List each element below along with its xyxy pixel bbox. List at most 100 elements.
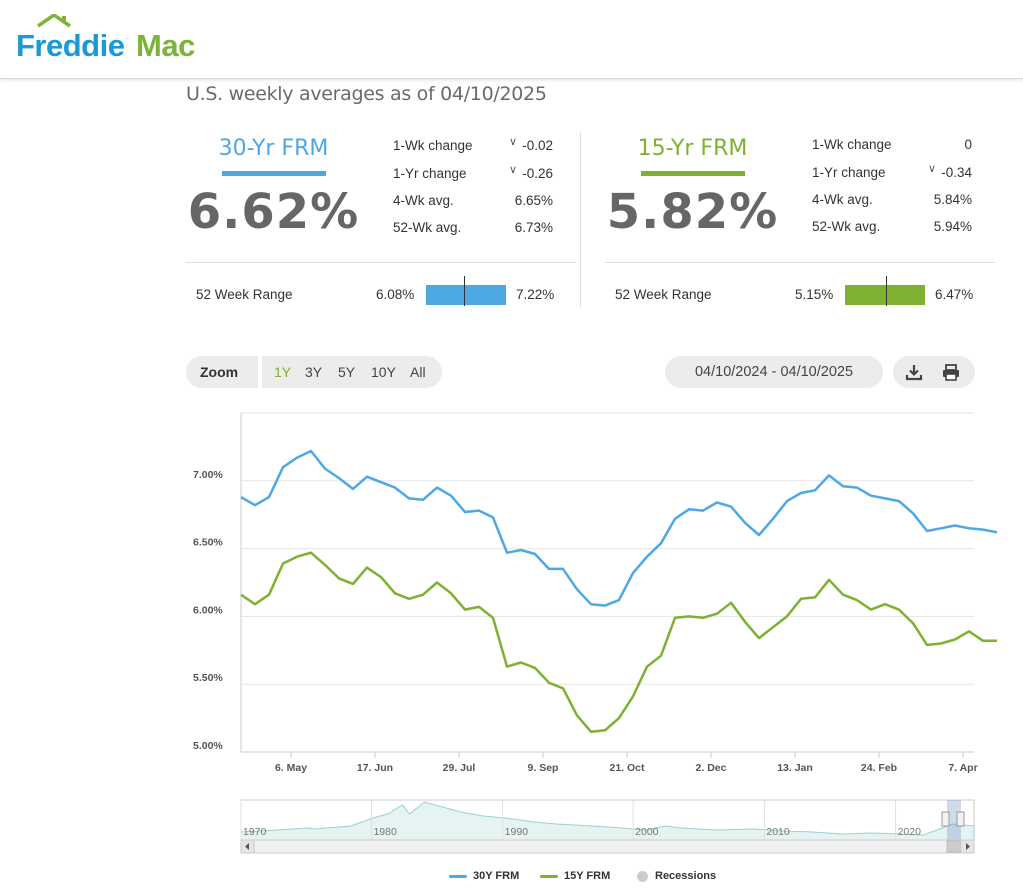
rate-title: 30-Yr FRM [218, 136, 329, 161]
date-range-display[interactable]: 04/10/2024 - 04/10/2025 [665, 356, 883, 388]
x-tick-label: 21. Oct [609, 762, 645, 774]
chevron-left-icon [245, 843, 249, 850]
stat-label: 1-Yr change [812, 165, 886, 180]
stat-value: -0.34 [941, 165, 972, 180]
navigator-year-label: 1970 [243, 826, 267, 838]
zoom-10y-button[interactable]: 10Y [371, 364, 396, 380]
stat-row-1yr: 1-Yr change ∨ -0.34 [812, 163, 972, 185]
chart-navigator[interactable]: 1970 1980 1990 2000 2010 2020 [240, 799, 975, 854]
range-bar [426, 276, 506, 306]
x-axis-ticks: 6. May 17. Jun 29. Jul 9. Sep 21. Oct 2. Dec 1… [275, 752, 978, 774]
legend-label: Recessions [655, 870, 717, 882]
series-30y [240, 449, 998, 607]
rate-title: 15-Yr FRM [637, 136, 748, 161]
chevron-down-icon: ∨ [508, 164, 517, 176]
x-tick-label: 24. Feb [861, 762, 897, 774]
zoom-3y-button[interactable]: 3Y [305, 364, 323, 380]
navigator-handle-right [956, 811, 965, 827]
rate-underline [222, 171, 326, 176]
x-tick-label: 2. Dec [696, 762, 727, 774]
zoom-separator [258, 356, 262, 388]
chevron-right-icon [966, 843, 970, 850]
stat-label: 1-Wk change [393, 138, 473, 153]
rate-value: 5.82% [606, 184, 779, 240]
divider [605, 262, 995, 263]
download-icon[interactable] [905, 363, 923, 381]
rate-underline [641, 171, 745, 176]
y-tick-label: 6.00% [193, 604, 223, 616]
zoom-1y-button[interactable]: 1Y [274, 364, 292, 380]
stat-value: 6.73% [514, 220, 553, 235]
series-15y [240, 551, 998, 733]
stat-row-52wk: 52-Wk avg. 6.73% [393, 220, 553, 240]
series-line [240, 551, 997, 733]
y-tick-label: 5.50% [193, 672, 223, 684]
stat-row-4wk: 4-Wk avg. 5.84% [812, 192, 972, 212]
stat-value: 5.84% [933, 192, 972, 207]
stat-row-1wk: 1-Wk change 0 [812, 137, 972, 157]
stat-label: 1-Wk change [812, 137, 892, 152]
navigator-year-label: 1990 [505, 826, 529, 838]
page-subtitle: U.S. weekly averages as of 04/10/2025 [186, 83, 547, 105]
navigator-year-label: 2000 [635, 826, 659, 838]
x-tick-label: 7. Apr [948, 762, 977, 774]
rate-value: 6.62% [187, 184, 360, 240]
stat-label: 4-Wk avg. [812, 192, 873, 207]
site-header: Freddie Mac [0, 0, 1023, 79]
chevron-down-icon: ∨ [508, 136, 517, 148]
stat-row-52wk: 52-Wk avg. 5.94% [812, 219, 972, 239]
y-tick-label: 6.50% [193, 537, 223, 549]
print-icon[interactable] [942, 363, 960, 381]
legend-label: 15Y FRM [564, 870, 611, 882]
range-low: 6.08% [376, 287, 415, 302]
week-range-row: 52 Week Range 6.08% 7.22% [196, 276, 556, 307]
y-tick-label: 7.00% [193, 469, 223, 481]
stat-value: 0 [964, 137, 972, 152]
chevron-down-icon: ∨ [927, 163, 936, 175]
stat-value: 6.65% [514, 193, 553, 208]
range-label: 52 Week Range [196, 287, 293, 302]
y-axis-ticks: 5.00% 5.50% 6.00% 6.50% 7.00% [193, 469, 223, 752]
zoom-5y-button[interactable]: 5Y [338, 364, 356, 380]
scroll-thumb [946, 840, 962, 853]
chart-series [240, 449, 998, 733]
navigator-year-label: 2020 [898, 826, 922, 838]
rate-panel-30yr: 30-Yr FRM 6.62% 1-Wk change ∨ -0.02 1-Yr… [186, 132, 576, 312]
navigator-area [240, 801, 975, 841]
navigator-handle-left [941, 811, 950, 827]
range-high: 6.47% [935, 287, 974, 302]
stat-label: 52-Wk avg. [393, 220, 462, 235]
stat-label: 52-Wk avg. [812, 219, 881, 234]
range-bar [845, 276, 925, 306]
x-tick-label: 29. Jul [443, 762, 476, 774]
stat-value: -0.26 [522, 166, 553, 181]
legend-swatch [540, 875, 558, 878]
chart-tools [893, 356, 975, 388]
navigator-scrollbar [240, 839, 975, 854]
legend-dot [637, 871, 648, 882]
x-tick-label: 13. Jan [777, 762, 813, 774]
x-tick-label: 9. Sep [528, 762, 559, 774]
zoom-all-button[interactable]: All [410, 364, 426, 380]
y-tick-label: 5.00% [193, 740, 223, 752]
range-current-marker [885, 276, 887, 306]
stat-row-4wk: 4-Wk avg. 6.65% [393, 193, 553, 213]
legend-swatch [449, 875, 467, 878]
zoom-label: Zoom [200, 364, 239, 380]
legend-label: 30Y FRM [473, 870, 520, 882]
stat-label: 1-Yr change [393, 166, 467, 181]
rate-panel-15yr: 15-Yr FRM 5.82% 1-Wk change 0 1-Yr chang… [605, 132, 995, 312]
logo-text-freddie: Freddie [16, 28, 125, 63]
stat-value: -0.02 [522, 138, 553, 153]
panel-divider [580, 132, 581, 307]
freddie-mac-logo[interactable]: Freddie Mac [16, 14, 216, 64]
navigator-selection [947, 800, 961, 840]
range-current-marker [463, 276, 465, 306]
range-high: 7.22% [516, 287, 555, 302]
stat-label: 4-Wk avg. [393, 193, 454, 208]
stat-row-1wk: 1-Wk change ∨ -0.02 [393, 136, 553, 158]
logo-text-mac: Mac [136, 28, 195, 63]
navigator-year-label: 2010 [766, 826, 790, 838]
navigator-year-label: 1980 [373, 826, 397, 838]
divider [186, 262, 576, 263]
